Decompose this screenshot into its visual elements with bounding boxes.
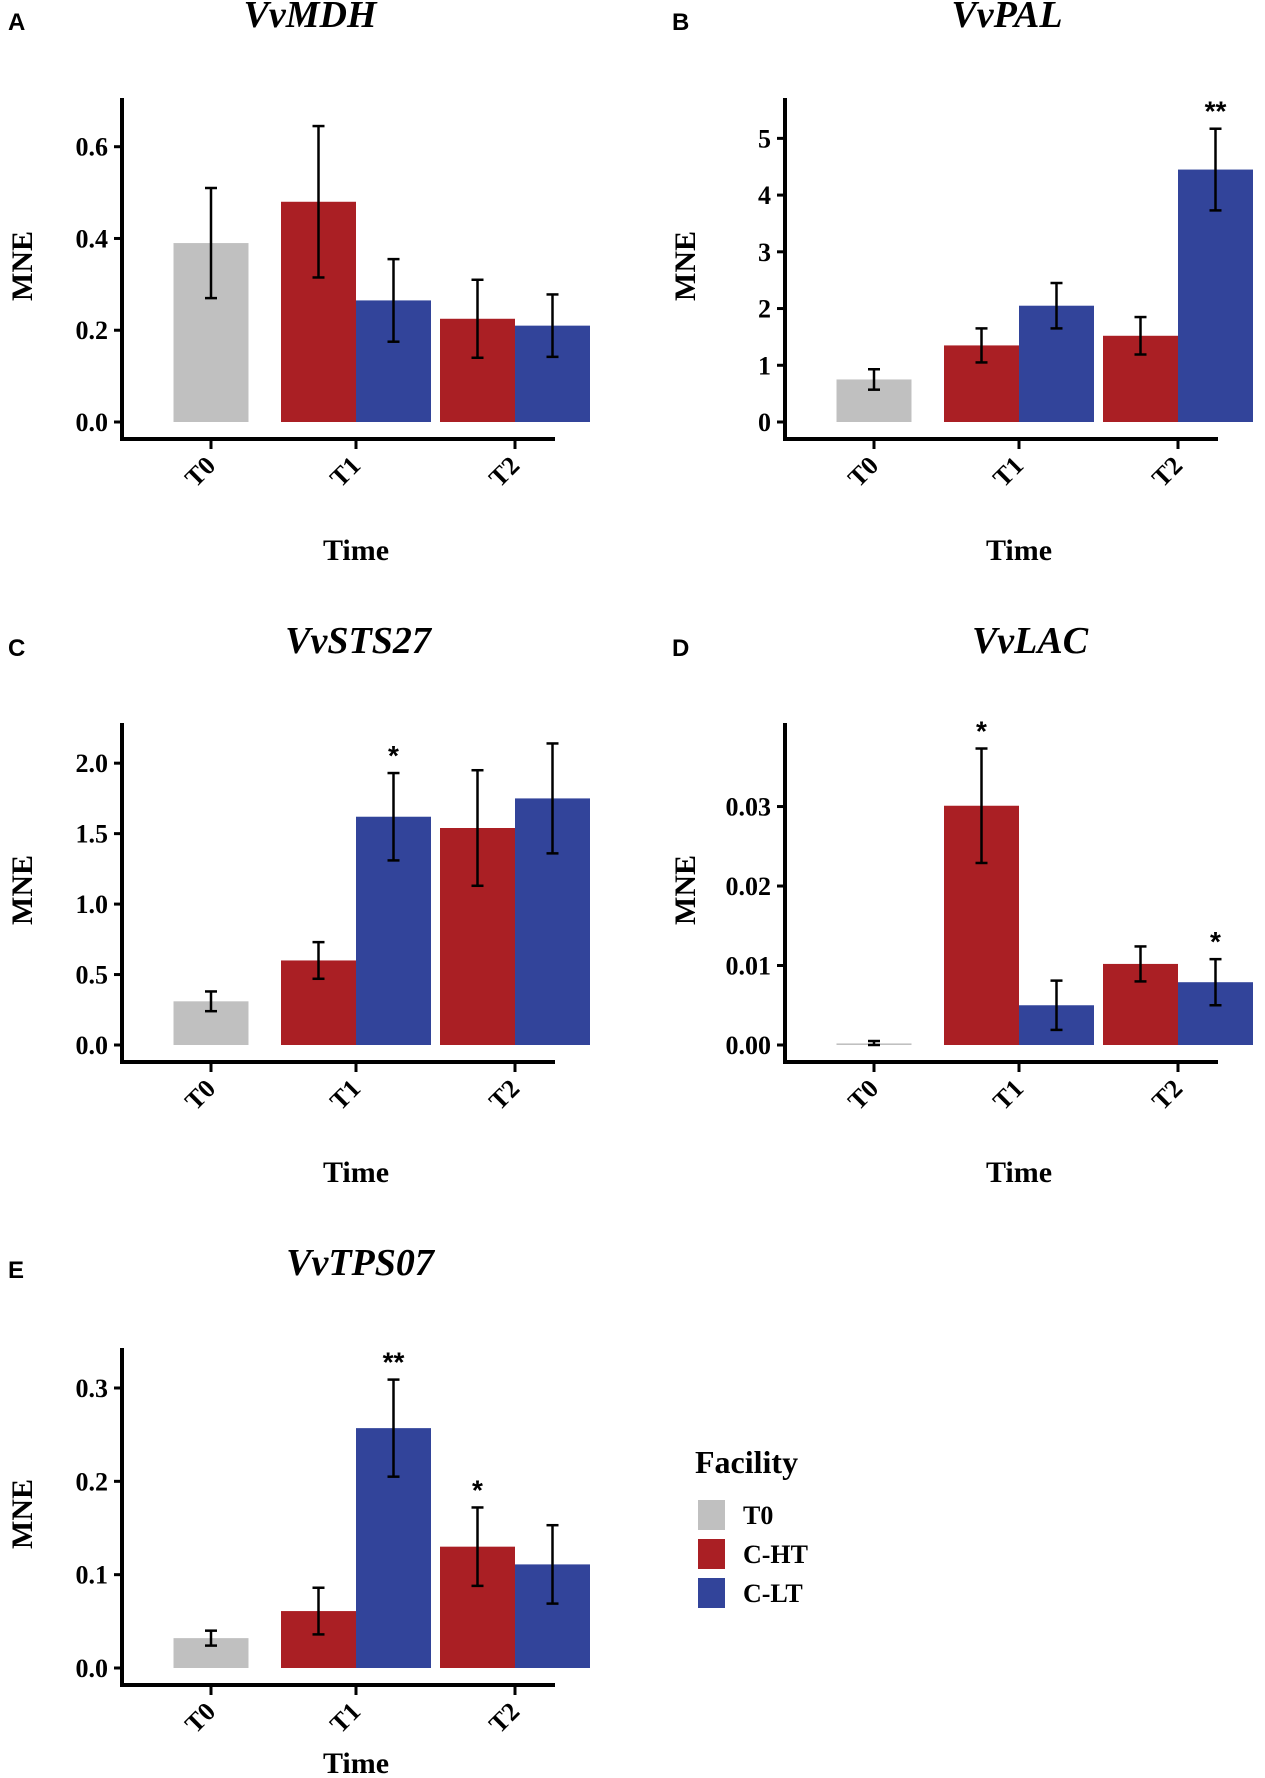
x-tick-label: T1 <box>987 1074 1029 1116</box>
significance-marker: ** <box>1205 96 1227 127</box>
y-tick-label: 0.0 <box>76 1031 109 1060</box>
y-tick-label: 0.01 <box>726 952 772 981</box>
y-tick-label: 1.5 <box>76 820 109 849</box>
x-tick-label: T0 <box>842 1074 884 1116</box>
y-tick-label: 2 <box>758 295 771 324</box>
significance-marker: * <box>976 716 987 747</box>
x-tick-label: T2 <box>483 1697 525 1739</box>
y-tick-label: 0.2 <box>76 1467 109 1496</box>
y-tick-label: 1 <box>758 351 771 380</box>
y-tick-label: 0.02 <box>726 872 772 901</box>
x-tick-label: T0 <box>842 451 884 493</box>
x-axis-title: Time <box>323 534 389 567</box>
x-tick-label: T2 <box>483 451 525 493</box>
y-tick-label: 2.0 <box>76 749 109 778</box>
x-tick-label: T2 <box>483 1074 525 1116</box>
y-tick-label: 0.6 <box>76 133 109 162</box>
y-axis-title: MNE <box>669 855 702 925</box>
panel-c: C VvSTS27 MNE * 0.0 0.5 1.0 1.5 2.0 T0 T1 T2 Time <box>6 620 590 1189</box>
legend-title: Facility <box>695 1444 798 1480</box>
panel-b: B VvPAL MNE ** 0 1 2 3 4 5 T0 T1 T2 Time <box>669 0 1253 567</box>
x-axis-title: Time <box>323 1156 389 1189</box>
panel-letter: D <box>672 635 689 662</box>
y-tick-label: 0 <box>758 408 771 437</box>
significance-marker: * <box>388 740 399 771</box>
y-axis-title: MNE <box>6 1479 39 1549</box>
y-tick-label: 0.2 <box>76 316 109 345</box>
y-tick-label: 0.0 <box>76 1654 109 1683</box>
y-axis-title: MNE <box>669 231 702 301</box>
y-tick-label: 0.3 <box>76 1374 109 1403</box>
x-tick-label: T1 <box>324 1074 366 1116</box>
chart-title: VvSTS27 <box>285 620 433 662</box>
x-tick-label: T1 <box>324 451 366 493</box>
y-axis-title: MNE <box>6 231 39 301</box>
panel-letter: B <box>672 9 689 36</box>
legend-swatch <box>698 1539 725 1569</box>
significance-marker: ** <box>383 1347 405 1378</box>
y-axis-title: MNE <box>6 855 39 925</box>
x-axis-title: Time <box>986 1156 1052 1189</box>
panel-letter: A <box>8 9 25 36</box>
y-tick-label: 0.00 <box>726 1031 772 1060</box>
legend-swatch <box>698 1500 725 1530</box>
significance-marker: * <box>472 1474 483 1505</box>
y-tick-label: 4 <box>758 181 771 210</box>
panel-d: D VvLAC MNE * * 0.00 0.01 0.02 0.03 T0 T1 T2 Time <box>669 620 1253 1189</box>
chart-title: VvTPS07 <box>286 1242 436 1284</box>
legend-label: C-LT <box>743 1579 803 1608</box>
legend-label: T0 <box>743 1501 773 1530</box>
panel-a: A VvMDH MNE 0.0 0.2 0.4 0.6 T0 T1 T2 Time <box>6 0 590 567</box>
chart-title: VvPAL <box>951 0 1062 36</box>
significance-marker: * <box>1210 926 1221 957</box>
y-tick-label: 0.0 <box>76 408 109 437</box>
x-tick-label: T0 <box>179 451 221 493</box>
x-axis-title: Time <box>986 534 1052 567</box>
y-tick-label: 0.1 <box>76 1561 109 1590</box>
x-tick-label: T0 <box>179 1697 221 1739</box>
panel-letter: C <box>8 635 25 662</box>
chart-title: VvMDH <box>244 0 378 36</box>
legend-swatch <box>698 1578 725 1608</box>
legend: Facility T0 C-HT C-LT <box>695 1444 808 1608</box>
legend-label: C-HT <box>743 1540 808 1569</box>
y-tick-label: 3 <box>758 238 771 267</box>
y-tick-label: 0.03 <box>726 793 772 822</box>
x-tick-label: T0 <box>179 1074 221 1116</box>
panel-letter: E <box>8 1257 24 1284</box>
y-tick-label: 5 <box>758 124 771 153</box>
y-tick-label: 0.5 <box>76 961 109 990</box>
x-tick-label: T2 <box>1146 451 1188 493</box>
x-tick-label: T1 <box>324 1697 366 1739</box>
chart-title: VvLAC <box>972 620 1089 662</box>
y-tick-label: 1.0 <box>76 890 109 919</box>
y-tick-label: 0.4 <box>76 224 109 253</box>
x-axis-title: Time <box>323 1747 389 1778</box>
x-tick-label: T1 <box>987 451 1029 493</box>
x-tick-label: T2 <box>1146 1074 1188 1116</box>
